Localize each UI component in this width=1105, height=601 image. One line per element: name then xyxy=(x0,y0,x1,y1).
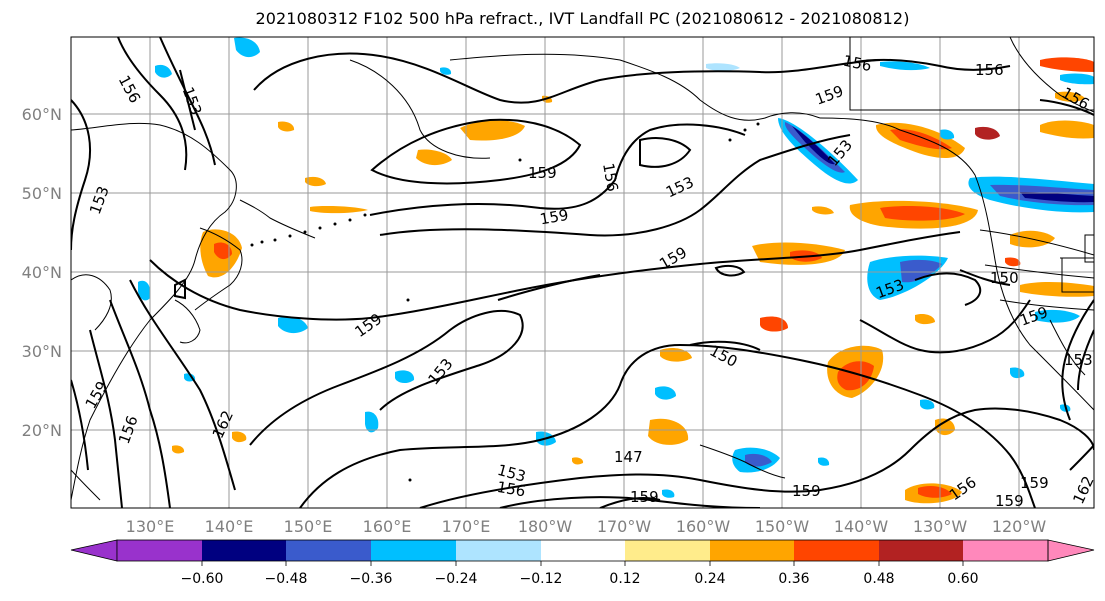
contour-label: 147 xyxy=(614,448,643,466)
plot-title: 2021080312 F102 500 hPa refract., IVT La… xyxy=(255,9,910,28)
contour-label: 156 xyxy=(496,478,527,501)
colorbar-tick: −0.36 xyxy=(350,571,393,587)
colorbar-tick: 0.12 xyxy=(609,571,640,587)
colorbar-segment xyxy=(117,540,202,561)
height-contours xyxy=(71,37,1094,508)
colorbar-segment xyxy=(371,540,456,561)
colorbar-tick: −0.60 xyxy=(181,571,224,587)
colorbar-segment xyxy=(541,540,625,561)
islands xyxy=(250,122,760,482)
lon-label: 170°W xyxy=(597,517,652,536)
lon-label: 160°W xyxy=(676,517,731,536)
colorbar: −0.60 −0.48 −0.36 −0.24 −0.12 0.12 0.24 … xyxy=(70,539,1095,587)
lon-label: 140°E xyxy=(205,517,254,536)
coastlines xyxy=(71,37,1094,501)
contour-label: 156 xyxy=(841,52,873,76)
colorbar-segment xyxy=(879,540,963,561)
map-border xyxy=(70,36,1095,509)
colorbar-segment xyxy=(202,540,286,561)
lon-label: 170°E xyxy=(442,517,491,536)
contour-label: 153 xyxy=(1064,351,1093,369)
colorbar-tick: −0.48 xyxy=(265,571,308,587)
colorbar-tick: −0.24 xyxy=(435,571,478,587)
lon-label: 130°W xyxy=(913,517,968,536)
latitude-labels: 60°N 50°N 40°N 30°N 20°N xyxy=(22,105,62,440)
lat-label: 20°N xyxy=(22,421,62,440)
lon-label: 120°W xyxy=(992,517,1047,536)
colorbar-segment xyxy=(625,540,710,561)
lon-label: 140°W xyxy=(834,517,889,536)
colorbar-tick: 0.24 xyxy=(694,571,725,587)
contour-label: 156 xyxy=(975,61,1004,79)
colorbar-tick: 0.48 xyxy=(863,571,894,587)
contour-label: 159 xyxy=(538,206,569,229)
colorbar-extend-min xyxy=(70,539,118,562)
contour-label: 159 xyxy=(1020,474,1049,492)
colorbar-tick: 0.36 xyxy=(778,571,809,587)
colorbar-segment xyxy=(794,540,879,561)
contour-label: 159 xyxy=(995,492,1024,510)
colorbar-segment xyxy=(456,540,541,561)
lat-label: 50°N xyxy=(22,184,62,203)
lat-label: 30°N xyxy=(22,342,62,361)
contour-label: 159 xyxy=(792,482,821,500)
colorbar-tick: 0.60 xyxy=(947,571,978,587)
lon-label: 130°E xyxy=(126,517,175,536)
lat-label: 60°N xyxy=(22,105,62,124)
lon-label: 180°W xyxy=(518,517,573,536)
colorbar-segment xyxy=(963,540,1048,561)
lon-label: 160°E xyxy=(363,517,412,536)
colorbar-extend-max xyxy=(1047,539,1095,562)
contour-label: 150 xyxy=(990,269,1019,287)
contour-labels: 156 153 153 159 159 156 153 159 159 156 … xyxy=(82,52,1094,510)
contour-label: 159 xyxy=(528,164,557,182)
contour-label: 156 xyxy=(599,162,622,193)
lat-label: 40°N xyxy=(22,263,62,282)
colorbar-tick: −0.12 xyxy=(520,571,563,587)
colorbar-segment xyxy=(710,540,794,561)
colorbar-segment xyxy=(286,540,371,561)
lon-label: 150°E xyxy=(284,517,333,536)
lon-label: 150°W xyxy=(755,517,810,536)
contour-label: 159 xyxy=(630,488,659,506)
longitude-labels: 130°E 140°E 150°E 160°E 170°E 180°W 170°… xyxy=(126,517,1047,536)
